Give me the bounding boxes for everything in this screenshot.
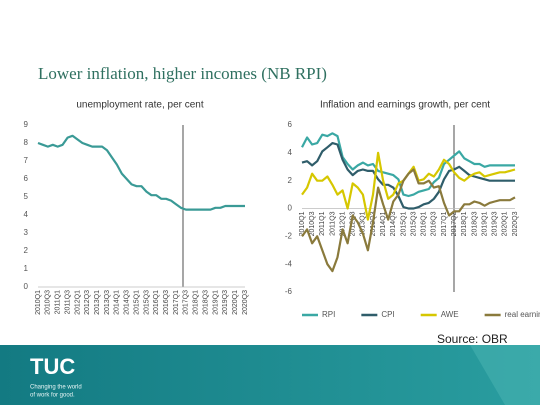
x-tick-label: 2011Q3 (64, 290, 71, 314)
series-line (37, 134, 245, 211)
y-tick-label: 9 (24, 120, 29, 129)
x-tick-label: 2014Q1 (380, 211, 387, 236)
series-line (301, 132, 515, 198)
x-tick-label: 2014Q1 (114, 290, 121, 315)
series-line (301, 168, 516, 273)
y-tick-label: -4 (285, 259, 293, 268)
y-tick-label: 0 (24, 282, 29, 291)
x-tick-label: 2015Q3 (410, 211, 417, 236)
y-tick-label: 7 (24, 156, 29, 165)
x-tick-label: 2015Q1 (133, 290, 140, 315)
y-tick-label: 5 (24, 192, 29, 201)
legend-label: CPI (381, 310, 394, 319)
y-tick-label: 6 (24, 174, 29, 183)
x-tick-label: 2010Q1 (35, 290, 42, 315)
x-tick-label: 2020Q1 (232, 290, 239, 315)
x-tick-label: 2019Q1 (212, 290, 219, 315)
x-tick-label: 2017Q3 (183, 290, 190, 315)
y-tick-label: -2 (285, 231, 293, 240)
x-tick-label: 2016Q1 (153, 290, 160, 315)
x-tick-label: 2011Q3 (329, 211, 336, 235)
y-tick-label: 4 (24, 210, 29, 219)
x-tick-label: 2012Q3 (350, 211, 357, 236)
slide-title: Lower inflation, higher incomes (NB RPI) (38, 64, 327, 83)
x-tick-label: 2019Q3 (492, 211, 499, 236)
footer-accent (470, 345, 540, 405)
series-line (301, 142, 515, 210)
y-tick-label: 2 (288, 176, 293, 185)
x-tick-label: 2020Q1 (502, 211, 509, 236)
chart-subtitle: unemployment rate, per cent (76, 100, 204, 111)
x-tick-label: 2010Q3 (45, 290, 52, 315)
y-tick-label: -6 (285, 287, 293, 296)
x-tick-label: 2016Q3 (431, 211, 438, 236)
y-tick-label: 8 (24, 138, 29, 147)
legend-label: RPI (322, 310, 335, 319)
x-tick-label: 2011Q1 (55, 290, 62, 314)
x-tick-label: 2017Q1 (173, 290, 180, 315)
y-tick-label: 2 (24, 246, 29, 255)
y-tick-label: 6 (288, 120, 293, 129)
source: Source: OBR (437, 332, 508, 346)
x-tick-label: 2020Q3 (242, 290, 249, 315)
chart-subtitle: Inflation and earnings growth, per cent (320, 100, 490, 111)
x-tick-label: 2017Q1 (441, 211, 448, 236)
legend-label: AWE (441, 310, 459, 319)
y-tick-label: 1 (24, 264, 29, 273)
x-tick-label: 2019Q1 (481, 211, 488, 236)
x-tick-label: 2012Q1 (339, 211, 346, 236)
footer-band (0, 345, 540, 405)
x-tick-label: 2018Q3 (202, 290, 209, 315)
x-tick-label: 2015Q3 (143, 290, 150, 315)
logo-name: TUC (30, 354, 75, 379)
x-tick-label: 2016Q3 (163, 290, 170, 315)
x-tick-label: 2012Q3 (84, 290, 91, 315)
legend-label: real earnings (505, 310, 540, 319)
x-tick-label: 2011Q1 (319, 211, 326, 235)
x-tick-label: 2010Q3 (309, 211, 316, 236)
logo-tagline: of work for good. (30, 393, 75, 399)
x-tick-label: 2020Q3 (512, 211, 519, 236)
x-tick-label: 2012Q1 (74, 290, 81, 315)
x-tick-label: 2010Q1 (299, 211, 306, 236)
x-tick-label: 2016Q1 (421, 211, 428, 236)
x-tick-label: 2013Q3 (104, 290, 111, 315)
y-tick-label: 3 (24, 228, 29, 237)
x-tick-label: 2013Q1 (94, 290, 101, 315)
logo-tagline: Changing the world (30, 385, 82, 391)
x-tick-label: 2019Q3 (222, 290, 229, 315)
y-tick-label: 4 (288, 148, 293, 157)
x-tick-label: 2014Q3 (124, 290, 131, 315)
x-tick-label: 2018Q1 (461, 211, 468, 236)
x-tick-label: 2013Q1 (360, 211, 367, 236)
y-tick-label: 0 (288, 204, 293, 213)
x-tick-label: 2014Q3 (390, 211, 397, 236)
x-tick-label: 2018Q3 (471, 211, 478, 236)
x-tick-label: 2018Q1 (193, 290, 200, 315)
x-tick-label: 2017Q3 (451, 211, 458, 236)
x-tick-label: 2015Q1 (400, 211, 407, 236)
